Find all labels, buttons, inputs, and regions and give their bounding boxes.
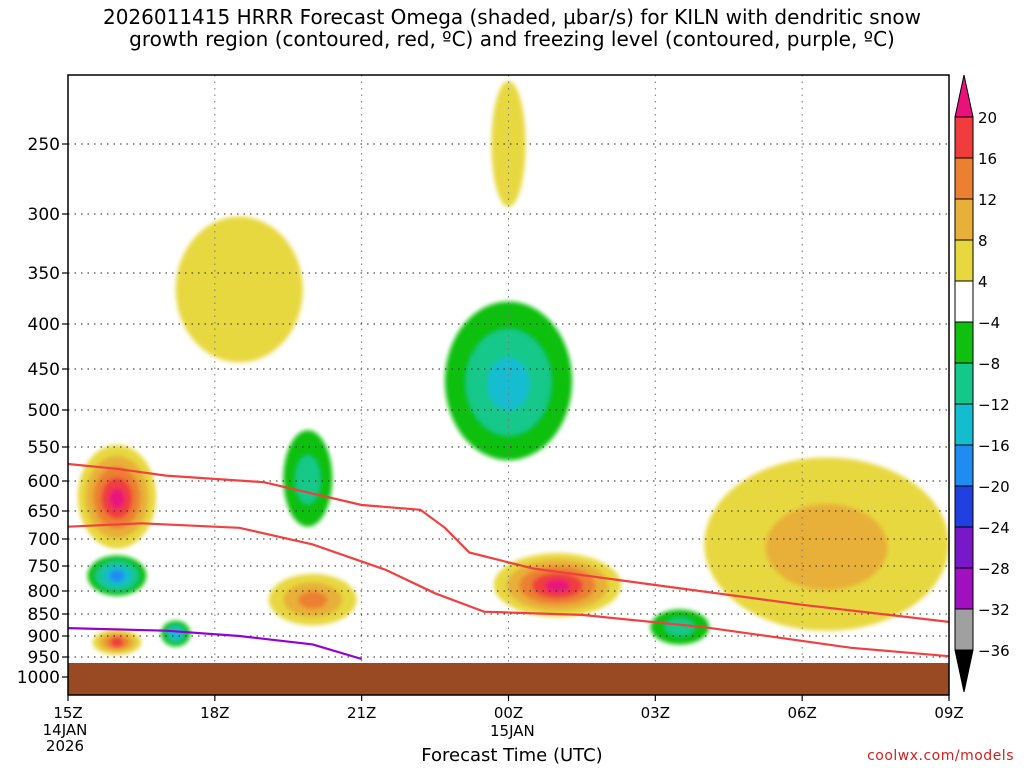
omega-feature bbox=[650, 609, 710, 645]
y-tick-label: 850 bbox=[28, 605, 60, 625]
y-tick-label: 900 bbox=[28, 627, 60, 647]
omega-band bbox=[491, 81, 526, 207]
colorbar-segment bbox=[954, 239, 974, 282]
x-date-label-1: 14JAN 2026 bbox=[40, 722, 90, 754]
omega-band bbox=[487, 357, 530, 411]
x-tick-label: 06Z bbox=[787, 704, 816, 722]
omega-feature bbox=[175, 216, 303, 363]
y-tick-label: 950 bbox=[28, 648, 60, 668]
colorbar-segment bbox=[954, 444, 974, 487]
omega-band bbox=[175, 216, 303, 363]
colorbar-segment bbox=[954, 403, 974, 446]
omega-band bbox=[544, 579, 571, 593]
site-credit[interactable]: coolwx.com/models bbox=[867, 748, 1014, 764]
y-tick-label: 450 bbox=[28, 360, 60, 380]
colorbar-label: 4 bbox=[978, 273, 988, 291]
colorbar-label: −32 bbox=[978, 601, 1010, 619]
omega-feature bbox=[92, 629, 142, 655]
chart-title: 2026011415 HRRR Forecast Omega (shaded, … bbox=[0, 6, 1024, 50]
omega-band bbox=[169, 627, 182, 640]
omega-band bbox=[298, 591, 328, 609]
omega-band bbox=[295, 455, 321, 504]
y-tick-label: 350 bbox=[28, 264, 60, 284]
chart-title-line1: 2026011415 HRRR Forecast Omega (shaded, … bbox=[102, 5, 921, 29]
colorbar-segment bbox=[954, 526, 974, 569]
dgz-contour-line bbox=[68, 522, 949, 658]
y-tick-label: 500 bbox=[28, 401, 60, 421]
x-date-1-year: 2026 bbox=[45, 737, 85, 755]
colorbar-segment bbox=[954, 567, 974, 610]
colorbar-bottom-arrow bbox=[954, 649, 974, 693]
colorbar-segment bbox=[954, 485, 974, 528]
omega-feature bbox=[77, 444, 157, 549]
y-tick-label: 1000 bbox=[17, 668, 60, 688]
colorbar-label: −12 bbox=[978, 396, 1010, 414]
omega-feature bbox=[87, 555, 147, 596]
colorbar-label: −8 bbox=[978, 355, 1000, 373]
colorbar-label: −20 bbox=[978, 478, 1010, 496]
omega-feature bbox=[704, 457, 949, 631]
omega-band bbox=[110, 636, 124, 649]
y-tick-label: 550 bbox=[28, 438, 60, 458]
colorbar-segment bbox=[954, 157, 974, 200]
colorbar-segment bbox=[954, 198, 974, 241]
omega-feature bbox=[493, 553, 622, 617]
colorbar-label: 20 bbox=[978, 109, 997, 127]
y-tick-label: 750 bbox=[28, 557, 60, 577]
colorbar-segment bbox=[954, 608, 974, 651]
x-date-label-2: 15JAN bbox=[490, 722, 535, 740]
x-tick-label: 21Z bbox=[347, 704, 376, 722]
omega-band bbox=[109, 569, 125, 582]
x-date-1-day: 14JAN bbox=[42, 721, 88, 739]
colorbar-top-arrow bbox=[954, 74, 974, 118]
dgz-contour-line bbox=[68, 462, 949, 623]
y-tick-label: 250 bbox=[28, 135, 60, 155]
x-tick-label: 00Z bbox=[494, 704, 523, 722]
chart-title-line2: growth region (contoured, red, ºC) and f… bbox=[129, 27, 895, 51]
colorbar-segment bbox=[954, 280, 974, 323]
y-tick-label: 700 bbox=[28, 530, 60, 550]
omega-feature bbox=[268, 573, 357, 626]
colorbar-segment bbox=[954, 362, 974, 405]
x-tick-label: 03Z bbox=[641, 704, 670, 722]
colorbar: 20 16 12 8 4 −4 −8 −12 −16 −20 −24 −28 −32 −36 bbox=[954, 74, 1010, 693]
x-axis-label: Forecast Time (UTC) bbox=[421, 745, 603, 766]
omega-feature bbox=[160, 620, 191, 647]
x-tick-label: 09Z bbox=[934, 704, 963, 722]
colorbar-label: −36 bbox=[978, 642, 1010, 660]
y-tick-label: 800 bbox=[28, 582, 60, 602]
omega-band bbox=[109, 488, 125, 509]
colorbar-segment bbox=[954, 116, 974, 159]
colorbar-label: −28 bbox=[978, 560, 1010, 578]
colorbar-label: −24 bbox=[978, 519, 1010, 537]
omega-band bbox=[665, 618, 695, 636]
colorbar-label: −4 bbox=[978, 314, 1000, 332]
freezing-level-contour-line bbox=[68, 627, 363, 661]
colorbar-label: 16 bbox=[978, 150, 997, 168]
ground-layer bbox=[68, 663, 949, 695]
colorbar-segment bbox=[954, 321, 974, 364]
colorbar-label: 12 bbox=[978, 191, 997, 209]
y-tick-label: 400 bbox=[28, 315, 60, 335]
omega-feature bbox=[283, 430, 333, 527]
colorbar-label: −16 bbox=[978, 437, 1010, 455]
y-tick-label: 300 bbox=[28, 205, 60, 225]
y-tick-label: 650 bbox=[28, 502, 60, 522]
y-tick-label: 600 bbox=[28, 472, 60, 492]
omega-feature bbox=[491, 81, 526, 207]
x-tick-label: 15Z bbox=[53, 704, 82, 722]
x-tick-label: 18Z bbox=[200, 704, 229, 722]
omega-band bbox=[765, 503, 888, 591]
colorbar-label: 8 bbox=[978, 232, 988, 250]
